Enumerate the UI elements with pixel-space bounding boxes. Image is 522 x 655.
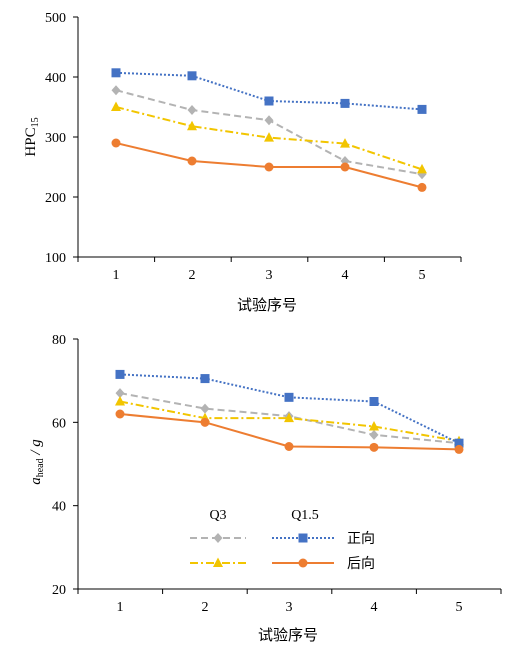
legend-marker xyxy=(298,533,308,543)
data-point xyxy=(264,115,274,126)
y-tick-label: 80 xyxy=(52,333,66,348)
data-point xyxy=(454,444,464,454)
data-point xyxy=(115,409,125,419)
data-point xyxy=(284,412,294,423)
legend-marker xyxy=(298,558,308,568)
series-q15_bwd xyxy=(111,138,427,192)
data-point xyxy=(340,162,350,172)
axes xyxy=(73,16,462,262)
x-tick-label: 2 xyxy=(202,600,209,615)
x-tick-label: 4 xyxy=(342,268,349,283)
data-point xyxy=(200,374,210,384)
y-tick-label: 500 xyxy=(45,11,66,26)
data-point xyxy=(369,421,379,431)
y-tick-label: 200 xyxy=(45,191,66,206)
x-tick-label: 5 xyxy=(419,268,426,283)
legend: Q3 Q1.5 正向 后向 xyxy=(190,508,375,572)
data-point xyxy=(340,138,350,148)
legend-keys xyxy=(190,533,334,568)
y-tick-label: 60 xyxy=(52,416,66,431)
series-group xyxy=(111,68,427,192)
legend-key-q15_bwd xyxy=(272,558,334,568)
data-point xyxy=(111,85,121,96)
y-tick-labels: 100 200 300 400 500 xyxy=(45,11,66,266)
legend-key-q3_fwd xyxy=(190,533,246,543)
series-q3_bwd xyxy=(115,396,464,446)
y-axis-label-sub: head xyxy=(35,458,46,477)
x-tick-label: 3 xyxy=(286,600,293,615)
data-point xyxy=(264,96,274,106)
x-tick-label: 3 xyxy=(266,268,273,283)
hpc15-chart: 100 200 300 400 500 1 2 3 4 5 试验序号 HPC15 xyxy=(23,11,462,314)
data-point xyxy=(264,162,274,172)
data-point xyxy=(187,156,197,166)
data-point xyxy=(200,417,210,427)
series-q15_bwd xyxy=(115,409,464,454)
x-axis-label: 试验序号 xyxy=(237,297,297,314)
data-point xyxy=(264,132,274,142)
legend-col-q3: Q3 xyxy=(209,508,226,523)
data-point xyxy=(115,388,125,399)
y-axis-label: HPC15 xyxy=(23,117,41,156)
y-axis-label-main: HPC xyxy=(23,127,39,156)
data-point xyxy=(369,397,379,406)
y-tick-label: 40 xyxy=(52,500,66,515)
legend-key-q15_fwd xyxy=(272,533,334,543)
legend-key-q3_bwd xyxy=(190,557,246,567)
y-tick-label: 20 xyxy=(52,583,66,598)
series-q15_fwd xyxy=(111,68,427,114)
x-tick-label: 2 xyxy=(189,268,196,283)
x-tick-labels: 1 2 3 4 5 xyxy=(117,600,463,615)
series-line xyxy=(119,400,460,443)
y-axis-label-sub: 15 xyxy=(30,117,41,127)
data-point xyxy=(187,105,197,115)
y-tick-label: 100 xyxy=(45,251,66,266)
series-q15_fwd xyxy=(115,369,464,448)
data-point xyxy=(284,392,294,402)
axes xyxy=(73,338,502,594)
data-point xyxy=(187,120,197,131)
legend-col-q15: Q1.5 xyxy=(291,508,319,523)
data-point xyxy=(111,138,121,148)
legend-row-forward: 正向 xyxy=(347,531,375,547)
legend-marker xyxy=(213,533,223,543)
data-point xyxy=(187,71,197,81)
data-point xyxy=(454,438,464,448)
y-axis-label-main: a xyxy=(28,477,44,485)
series-group xyxy=(115,369,464,454)
y-axis-label: ahead / g xyxy=(28,439,46,485)
y-tick-labels: 20 40 60 80 xyxy=(52,333,66,598)
x-tick-label: 1 xyxy=(117,600,124,615)
legend-row-backward: 后向 xyxy=(347,556,375,572)
y-axis-label-unit: / g xyxy=(28,439,44,459)
ahead-chart: 20 40 60 80 1 2 3 4 5 试验序号 ahead / g Q3 Q1.5 正向… xyxy=(28,333,502,644)
data-point xyxy=(417,104,427,114)
data-point xyxy=(340,98,350,108)
x-tick-label: 4 xyxy=(371,600,378,615)
y-tick-label: 300 xyxy=(45,131,66,146)
x-tick-label: 1 xyxy=(113,268,120,283)
data-point xyxy=(200,403,210,414)
data-point xyxy=(111,101,121,111)
data-point xyxy=(111,68,121,78)
data-point xyxy=(417,182,427,192)
data-point xyxy=(284,442,294,451)
data-point xyxy=(369,442,379,452)
legend-marker xyxy=(213,557,223,567)
x-tick-label: 5 xyxy=(456,600,463,615)
data-point xyxy=(115,396,125,406)
data-point xyxy=(369,429,379,440)
data-point xyxy=(417,163,427,174)
x-tick-labels: 1 2 3 4 5 xyxy=(113,268,426,283)
data-point xyxy=(115,369,125,379)
y-tick-label: 400 xyxy=(45,71,66,86)
series-q3_bwd xyxy=(111,101,427,174)
x-axis-label: 试验序号 xyxy=(258,627,318,644)
series-line xyxy=(119,373,460,445)
